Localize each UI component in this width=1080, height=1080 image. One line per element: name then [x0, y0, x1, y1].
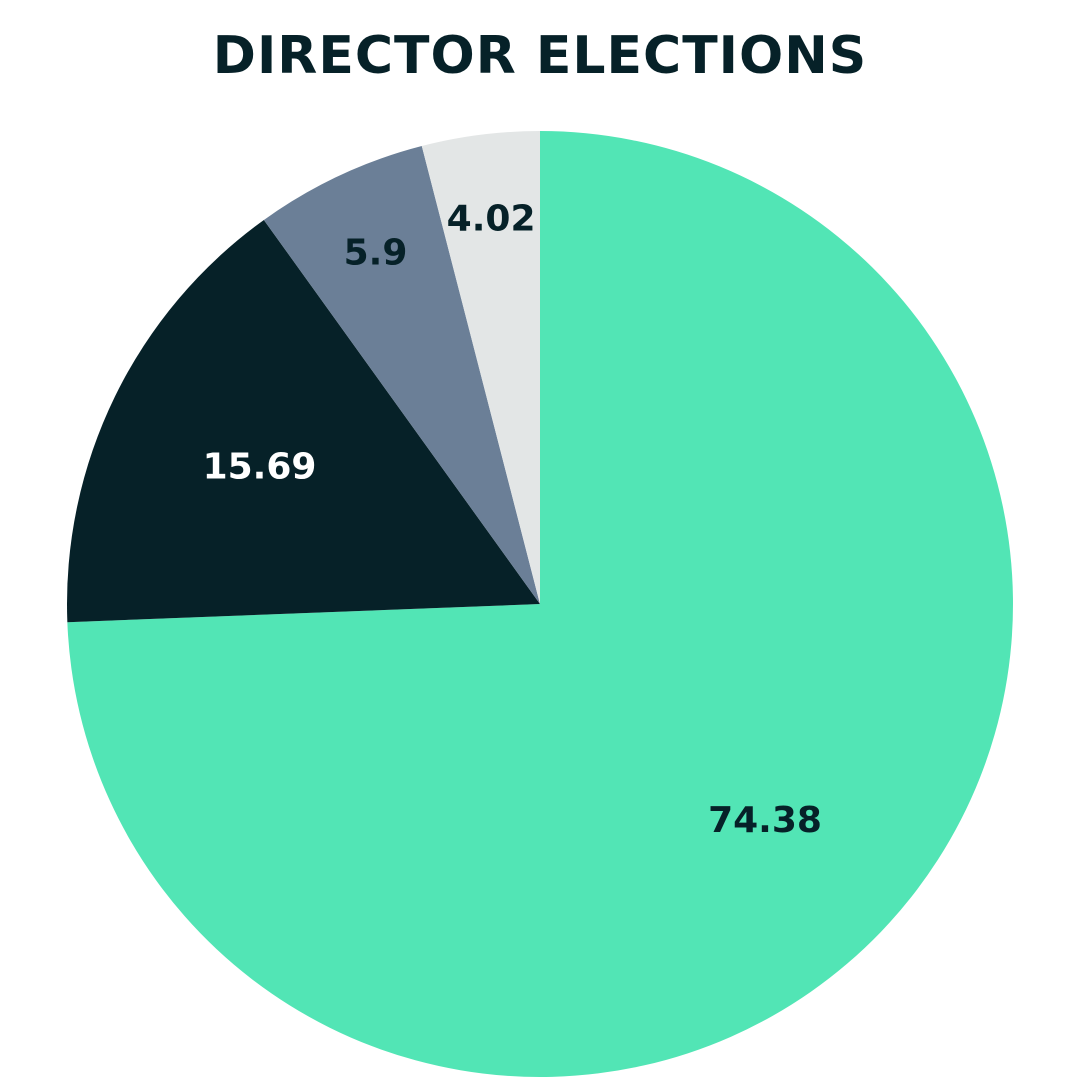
chart-title: DIRECTOR ELECTIONS [212, 26, 868, 86]
pie-slice [66, 219, 541, 623]
pie-slice [67, 131, 1013, 1077]
pie-slice [421, 131, 540, 604]
slice-value-label: 15.69 [203, 447, 317, 488]
slice-value-label: 74.38 [708, 800, 822, 841]
pie-slice [263, 146, 540, 604]
slice-value-label: 4.02 [447, 199, 536, 240]
slice-value-label: 5.9 [344, 232, 408, 273]
pie-slices [66, 131, 1013, 1077]
pie-labels: 74.38 15.69 5.9 4.02 [203, 199, 822, 841]
